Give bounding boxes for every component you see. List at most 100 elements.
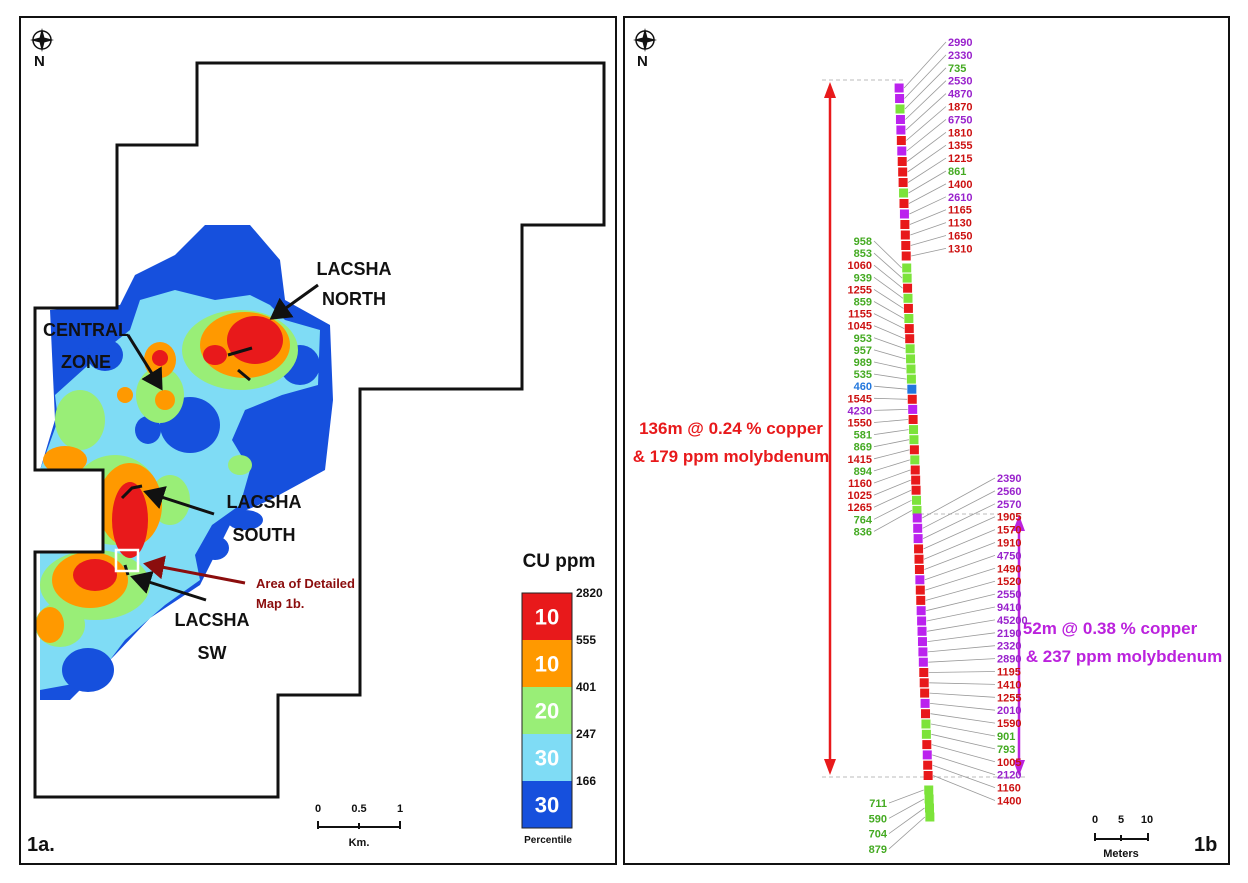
scale-tick-1: 0.5: [351, 803, 366, 815]
sample-label: 1255: [997, 692, 1021, 704]
sample-square: [919, 678, 929, 688]
sample-label: 2390: [997, 473, 1021, 485]
sample-square: [911, 485, 921, 495]
sample-square: [895, 115, 905, 124]
sample-label: 953: [854, 333, 872, 345]
sample-label: 1160: [997, 783, 1021, 795]
callout-arrow-detail: [143, 555, 246, 585]
scale-tick-1: 5: [1118, 814, 1124, 826]
label-lacsha-sw-2: SW: [198, 643, 227, 663]
sample-square: [895, 104, 905, 114]
legend-percent: 10: [535, 605, 559, 630]
sample-square: [909, 425, 919, 435]
sample-label: 2550: [997, 589, 1021, 601]
sample-square: [900, 230, 910, 240]
sample-square: [897, 146, 907, 156]
sample-label: 1160: [848, 478, 872, 490]
north-arrow-icon: [30, 28, 54, 52]
sample-label: 2330: [948, 50, 972, 62]
sample-square: [918, 657, 928, 667]
sample-square: [908, 404, 918, 414]
sample-square: [915, 575, 925, 585]
sample-label: 861: [948, 166, 966, 178]
sample-square: [902, 263, 912, 273]
sample-label: 1905: [997, 512, 1021, 524]
sample-label: 460: [854, 381, 872, 393]
scale-tick-2: 1: [397, 803, 403, 815]
sample-square: [916, 606, 926, 616]
sample-label: 2530: [948, 76, 972, 88]
sample-square: [912, 513, 922, 523]
detail-area-box: [114, 548, 140, 573]
legend-percent: 20: [535, 699, 559, 724]
sample-label: 1490: [997, 563, 1021, 575]
sample-label: 6750: [948, 114, 972, 126]
label-lacsha-sw-1: LACSHA: [175, 610, 250, 630]
sample-square: [901, 251, 911, 261]
sample-square: [919, 668, 929, 677]
sample-square: [904, 314, 914, 323]
cu-legend: CU ppm 10 10 20 30 30 2820 555 401 247 166 Percen…: [521, 551, 603, 846]
sample-square: [912, 495, 922, 505]
sample-label: 1570: [997, 525, 1021, 537]
sample-square: [910, 465, 920, 475]
sample-label: 989: [854, 357, 872, 369]
sample-square: [895, 94, 905, 103]
sample-label: 2570: [997, 499, 1021, 511]
north-label: N: [34, 53, 45, 70]
sample-label: 1650: [948, 231, 972, 243]
sample-label: 764: [854, 514, 873, 526]
sample-square: [898, 167, 908, 177]
sample-square: [909, 445, 919, 455]
legend-boundary: 555: [576, 633, 596, 647]
legend-boundary: 166: [576, 774, 596, 788]
scale-bar-left: 0 0.5 1 Km.: [315, 803, 403, 849]
scale-bar-right: 0 5 10 Meters: [1092, 814, 1153, 860]
sample-square: [923, 760, 933, 770]
sample-square: [898, 178, 908, 187]
sample-label: 9410: [997, 602, 1021, 614]
sample-label: 535: [854, 369, 872, 381]
sample-label: 1520: [997, 576, 1021, 588]
interval-arrow-long: [824, 82, 836, 775]
sample-label: 2610: [948, 192, 972, 204]
sample-label: 853: [854, 248, 872, 260]
sample-label: 958: [854, 236, 872, 248]
sample-square: [918, 647, 928, 657]
legend-boundary: 247: [576, 727, 596, 741]
label-detail-2: Map 1b.: [256, 596, 304, 611]
sample-square: [906, 364, 916, 374]
sample-label: 879: [869, 844, 887, 856]
scale-tick-0: 0: [315, 803, 321, 815]
legend-boundary: 2820: [576, 586, 603, 600]
sample-square: [920, 688, 930, 698]
sample-square: [894, 83, 904, 93]
callout-arrow-south: [143, 486, 215, 516]
label-lacsha-north-2: NORTH: [322, 289, 386, 309]
label-central-zone-2: ZONE: [61, 352, 111, 372]
label-central-zone-1: CENTRAL: [43, 320, 129, 340]
sample-label: 1400: [948, 179, 972, 191]
sample-label: 1165: [948, 205, 972, 217]
sample-label: 4750: [997, 550, 1021, 562]
sample-label: 4230: [848, 405, 872, 417]
sample-square: [924, 803, 934, 813]
sample-label: 1415: [848, 454, 872, 466]
sample-square: [913, 523, 923, 533]
sample-square: [921, 729, 931, 739]
sample-square: [903, 303, 913, 313]
sample-label: 2890: [997, 654, 1021, 666]
sample-square: [909, 435, 919, 445]
sample-label: 869: [854, 442, 872, 454]
sample-label: 939: [854, 272, 872, 284]
legend-footer: Percentile: [524, 835, 572, 846]
sample-square: [922, 740, 932, 750]
sample-square: [914, 554, 924, 564]
interval-long-line1: 136m @ 0.24 % copper: [639, 419, 823, 438]
scale-tick-2: 10: [1141, 814, 1153, 826]
callout-arrow-north: [269, 283, 319, 320]
sample-square: [904, 324, 914, 334]
sample-label: 1870: [948, 102, 972, 114]
legend-swatch: [522, 734, 572, 781]
sample-square: [925, 812, 935, 822]
